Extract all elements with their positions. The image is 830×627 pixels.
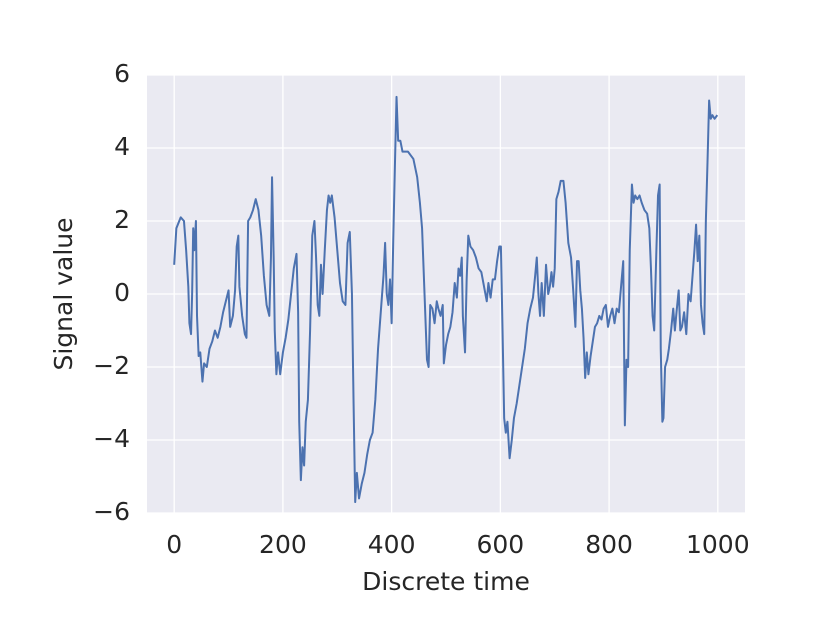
y-tick-label: 6 [114, 59, 130, 88]
signal-line [173, 95, 719, 504]
y-tick-label: −4 [93, 424, 130, 453]
y-tick-label: 4 [114, 132, 130, 161]
y-tick-label: −6 [93, 497, 130, 526]
x-tick-label: 800 [585, 530, 633, 559]
x-axis-label: Discrete time [362, 567, 530, 596]
x-tick-label: 0 [166, 530, 182, 559]
x-tick-label: 200 [259, 530, 307, 559]
x-tick-label: 400 [368, 530, 416, 559]
y-tick-label: −2 [93, 351, 130, 380]
x-tick-label: 1000 [686, 530, 750, 559]
x-tick-label: 600 [477, 530, 525, 559]
marks [173, 95, 719, 504]
y-tick-label: 0 [114, 278, 130, 307]
y-tick-label: 2 [114, 205, 130, 234]
y-axis-label: Signal value [49, 217, 78, 370]
